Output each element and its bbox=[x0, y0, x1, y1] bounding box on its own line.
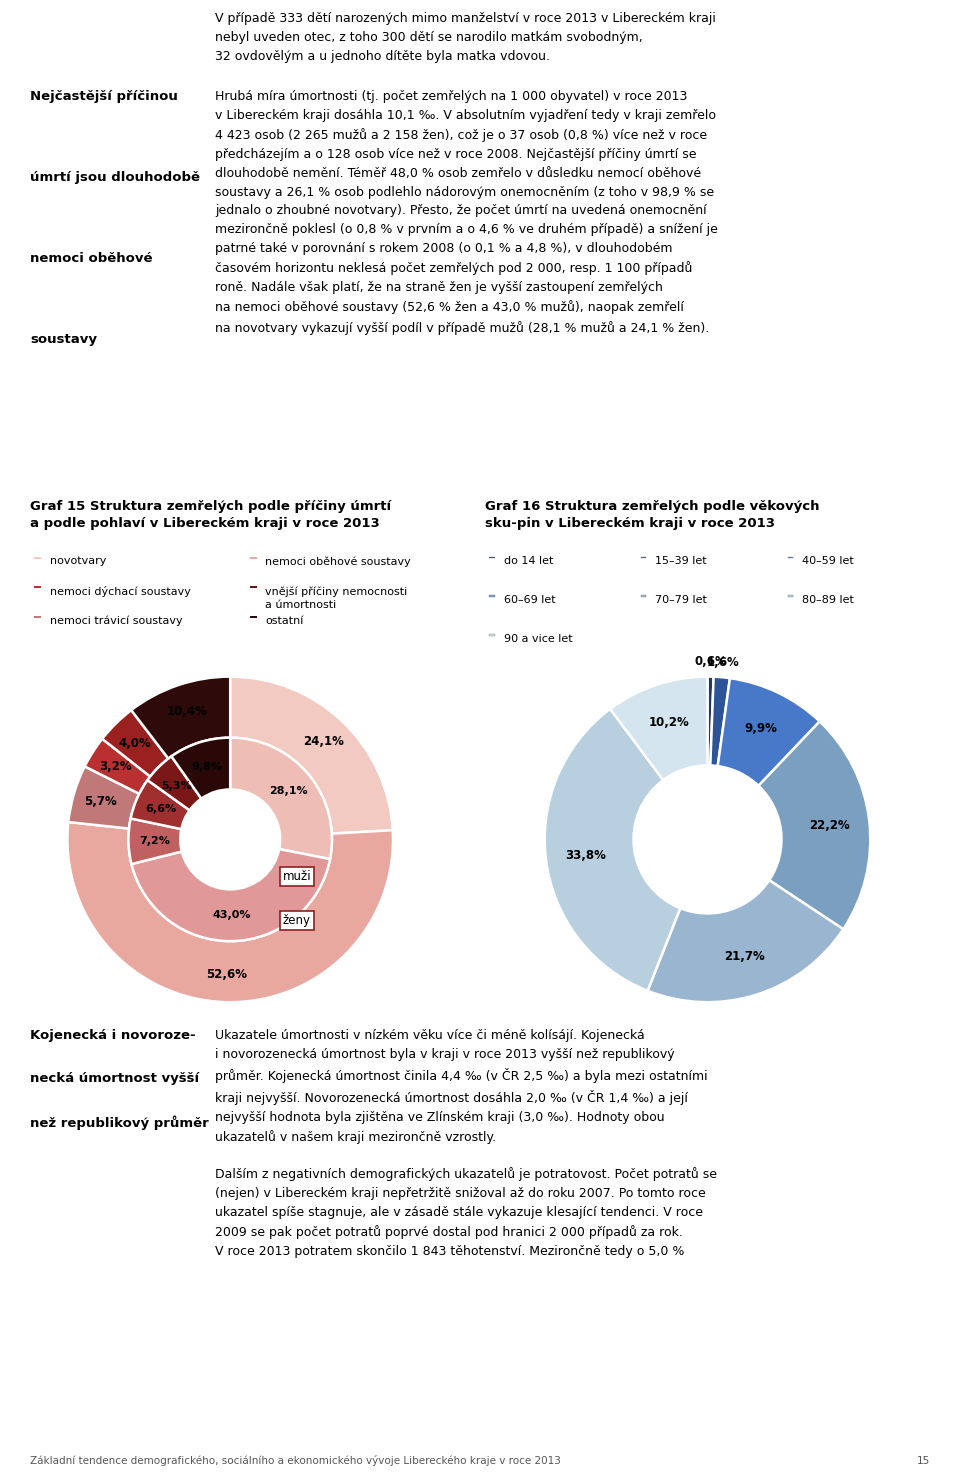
Text: 28,1%: 28,1% bbox=[270, 787, 308, 796]
Text: 80–89 let: 80–89 let bbox=[802, 596, 853, 605]
Text: 5,3%: 5,3% bbox=[161, 781, 192, 790]
Text: V případě 333 dětí narozených mimo manželství v roce 2013 v Libereckém kraji
neb: V případě 333 dětí narozených mimo manže… bbox=[215, 12, 716, 64]
Text: necká úmortnost vyšší: necká úmortnost vyšší bbox=[30, 1071, 199, 1085]
Bar bbox=[35, 617, 41, 618]
Text: 10,4%: 10,4% bbox=[166, 705, 207, 717]
Wedge shape bbox=[68, 766, 139, 828]
Text: 1,6%: 1,6% bbox=[707, 657, 739, 668]
Wedge shape bbox=[132, 677, 230, 759]
Wedge shape bbox=[611, 677, 708, 780]
Wedge shape bbox=[708, 677, 713, 765]
Text: 33,8%: 33,8% bbox=[565, 849, 606, 863]
Wedge shape bbox=[544, 708, 681, 991]
Bar bbox=[490, 557, 494, 559]
Text: 15–39 let: 15–39 let bbox=[655, 557, 707, 566]
Text: 43,0%: 43,0% bbox=[213, 910, 252, 920]
Wedge shape bbox=[648, 880, 843, 1002]
Text: Dalším z negativních demografických ukazatelů je potratovost. Počet potratů se
(: Dalším z negativních demografických ukaz… bbox=[215, 1166, 717, 1258]
Text: ženy: ženy bbox=[283, 914, 311, 928]
Wedge shape bbox=[710, 677, 730, 766]
Bar bbox=[250, 587, 256, 588]
Text: 60–69 let: 60–69 let bbox=[504, 596, 555, 605]
Bar bbox=[35, 587, 41, 588]
Bar bbox=[35, 557, 41, 559]
Text: Ukazatele úmortnosti v nízkém věku více či méně kolísájí. Kojenecká
i novorozene: Ukazatele úmortnosti v nízkém věku více … bbox=[215, 1029, 708, 1144]
Text: 0,6%: 0,6% bbox=[694, 655, 728, 668]
Text: než republikový průměr: než republikový průměr bbox=[30, 1116, 208, 1129]
Text: nemoci oběhové: nemoci oběhové bbox=[30, 252, 153, 265]
Text: 90 a vice let: 90 a vice let bbox=[504, 634, 572, 643]
Text: 4,0%: 4,0% bbox=[119, 737, 152, 750]
Wedge shape bbox=[230, 677, 393, 834]
Text: 24,1%: 24,1% bbox=[302, 735, 344, 747]
Text: soustavy: soustavy bbox=[30, 333, 97, 345]
Wedge shape bbox=[129, 818, 181, 864]
Text: nemoci dýchací soustavy: nemoci dýchací soustavy bbox=[50, 587, 191, 597]
Wedge shape bbox=[131, 780, 190, 828]
Text: 9,8%: 9,8% bbox=[192, 762, 223, 772]
Bar bbox=[490, 596, 494, 597]
Wedge shape bbox=[718, 679, 820, 785]
Text: 15: 15 bbox=[917, 1455, 930, 1466]
Text: nemoci oběhové soustavy: nemoci oběhové soustavy bbox=[265, 557, 411, 568]
Text: Graf 16 Struktura zemřelých podle věkových
sku­pin v Libereckém kraji v roce 201: Graf 16 Struktura zemřelých podle věkový… bbox=[485, 499, 820, 529]
Text: muži: muži bbox=[282, 870, 311, 883]
Wedge shape bbox=[230, 738, 332, 860]
Text: Kojenecká i novoroze-: Kojenecká i novoroze- bbox=[30, 1029, 196, 1042]
Text: 52,6%: 52,6% bbox=[206, 968, 248, 981]
Wedge shape bbox=[132, 849, 330, 941]
Text: Základní tendence demografického, sociálního a ekonomického vývoje Libereckého k: Základní tendence demografického, sociál… bbox=[30, 1455, 561, 1467]
Text: 5,7%: 5,7% bbox=[84, 794, 117, 808]
Bar bbox=[787, 596, 793, 597]
Text: úmrtí jsou dlouhodobě: úmrtí jsou dlouhodobě bbox=[30, 170, 200, 184]
Bar bbox=[640, 596, 646, 597]
Bar bbox=[250, 557, 256, 559]
Text: 3,2%: 3,2% bbox=[100, 760, 132, 774]
Text: 7,2%: 7,2% bbox=[139, 836, 170, 846]
Bar bbox=[250, 617, 256, 618]
Text: 22,2%: 22,2% bbox=[809, 820, 850, 831]
Wedge shape bbox=[102, 710, 168, 777]
Text: 10,2%: 10,2% bbox=[648, 716, 689, 729]
Text: novotvary: novotvary bbox=[50, 557, 107, 566]
Wedge shape bbox=[148, 756, 202, 811]
Bar bbox=[490, 634, 494, 636]
Text: 40–59 let: 40–59 let bbox=[802, 557, 853, 566]
Text: ostatní: ostatní bbox=[265, 617, 303, 625]
Bar bbox=[640, 557, 646, 559]
Wedge shape bbox=[758, 722, 871, 929]
Text: 9,9%: 9,9% bbox=[744, 722, 778, 735]
Text: Nejčastější příčinou: Nejčastější příčinou bbox=[30, 90, 178, 104]
Text: 6,6%: 6,6% bbox=[145, 803, 177, 814]
Text: vnější příčiny nemocnosti: vnější příčiny nemocnosti bbox=[265, 587, 408, 597]
Text: 21,7%: 21,7% bbox=[724, 950, 765, 963]
Bar bbox=[787, 557, 793, 559]
Wedge shape bbox=[84, 740, 150, 794]
Text: 70–79 let: 70–79 let bbox=[655, 596, 707, 605]
Text: nemoci trávicí soustavy: nemoci trávicí soustavy bbox=[50, 617, 182, 627]
Wedge shape bbox=[172, 738, 230, 799]
Text: Graf 15 Struktura zemřelých podle příčiny úmrtí
a podle pohlaví v Libereckém kra: Graf 15 Struktura zemřelých podle příčin… bbox=[30, 499, 391, 529]
Wedge shape bbox=[67, 823, 393, 1002]
Text: a úmortnosti: a úmortnosti bbox=[265, 600, 337, 609]
Text: Hrubá míra úmortnosti (tj. počet zemřelých na 1 000 obyvatel) v roce 2013
v Libe: Hrubá míra úmortnosti (tj. počet zemřelý… bbox=[215, 90, 718, 335]
Text: do 14 let: do 14 let bbox=[504, 557, 553, 566]
